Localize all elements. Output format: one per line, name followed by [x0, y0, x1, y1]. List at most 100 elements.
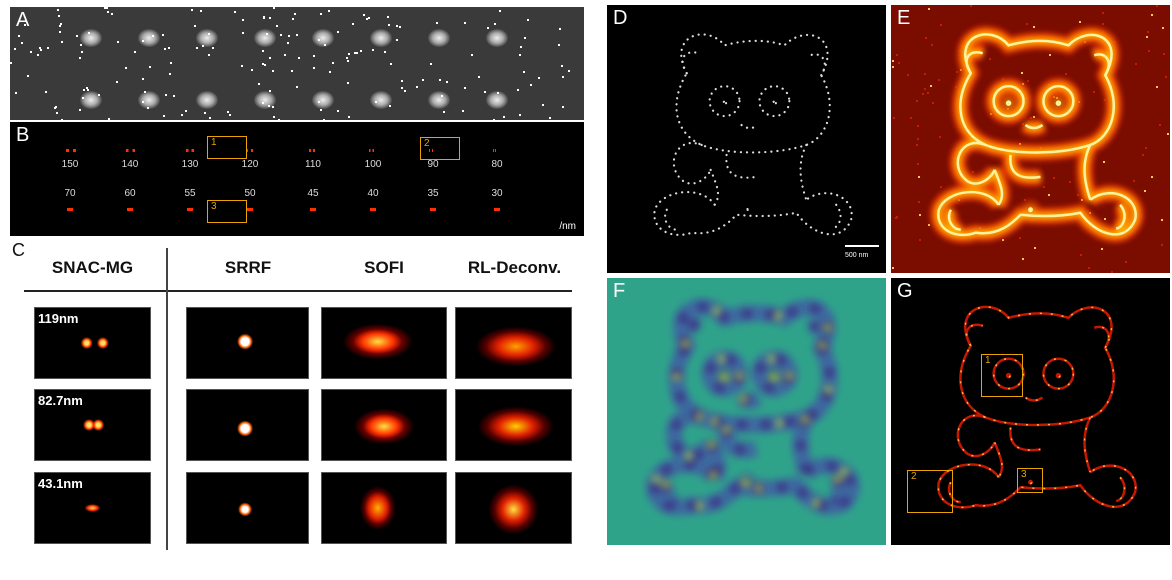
noise-pixel [918, 213, 921, 216]
noise-pixel [1080, 198, 1083, 201]
distance-label: 120 [241, 159, 259, 170]
noise-pixel [494, 23, 497, 26]
noise-pixel [1001, 239, 1004, 242]
roi-box-3: 3 [1017, 468, 1043, 493]
distance-label: 45 [307, 188, 319, 199]
noise-pixel [163, 115, 166, 118]
noise-pixel [14, 92, 17, 95]
distance-label: 40 [367, 188, 379, 199]
noise-pixel [918, 201, 921, 204]
noise-pixel [1143, 190, 1146, 193]
noise-pixel [163, 47, 166, 50]
distance-label: 110 [305, 159, 321, 170]
noise-pixel [1146, 36, 1149, 39]
column-header-sofi: SOFI [364, 258, 404, 277]
noise-pixel [152, 34, 155, 37]
noise-pixel [88, 32, 91, 35]
roi-label: 3 [1021, 469, 1027, 480]
noise-pixel [924, 88, 927, 91]
noise-pixel [1064, 73, 1067, 76]
noise-pixel [356, 52, 359, 55]
noise-pixel [906, 73, 909, 76]
noise-pixel [250, 69, 253, 72]
noise-pixel [530, 83, 533, 86]
noise-pixel [1033, 115, 1036, 118]
noise-pixel [898, 61, 901, 64]
noise-pixel [319, 109, 322, 112]
image-tile [455, 389, 572, 461]
noise-pixel [916, 137, 919, 140]
noise-pixel [336, 31, 339, 34]
noise-pixel [910, 117, 913, 120]
noise-pixel [477, 76, 480, 79]
image-tile [455, 307, 572, 379]
noise-pixel [542, 104, 544, 107]
noise-pixel [39, 48, 42, 51]
noise-pixel [21, 42, 24, 44]
noise-pixel [17, 34, 20, 37]
noise-pixel [463, 22, 466, 25]
noise-pixel [318, 38, 321, 41]
noise-pixel [59, 22, 62, 25]
noise-pixel [496, 91, 499, 94]
noise-pixel [346, 56, 349, 59]
distance-label: 80 [491, 159, 503, 170]
noise-pixel [1142, 153, 1145, 156]
noise-pixel [26, 74, 29, 77]
noise-pixel [146, 106, 149, 109]
noise-pixel [268, 56, 271, 59]
noise-pixel [932, 101, 935, 104]
noise-pixel [273, 7, 276, 10]
noise-pixel [549, 116, 552, 119]
noise-pixel [1049, 54, 1052, 57]
noise-pixel [924, 72, 927, 75]
noise-pixel [971, 171, 974, 173]
noise-pixel [181, 114, 184, 117]
noise-pixel [1025, 22, 1028, 25]
noise-pixel [1110, 270, 1113, 273]
panel-a: A [10, 7, 584, 120]
noise-pixel [916, 124, 919, 127]
noise-pixel [211, 46, 214, 49]
noise-pixel [1144, 147, 1147, 150]
distance-label: 90 [427, 159, 439, 170]
noise-pixel [1023, 199, 1026, 202]
noise-pixel [1103, 218, 1106, 221]
noise-pixel [104, 7, 107, 10]
noise-pixel [1076, 193, 1079, 196]
emitter-pair [310, 208, 316, 211]
noise-pixel [1021, 123, 1024, 126]
spot [312, 91, 334, 109]
noise-pixel [264, 64, 267, 67]
spot [254, 91, 276, 109]
panel-letter: A [16, 9, 30, 31]
noise-pixel [917, 162, 920, 165]
column-header-rl-deconv: RL-Deconv. [467, 258, 562, 277]
noise-pixel [291, 70, 294, 73]
noise-pixel [1048, 194, 1051, 197]
noise-pixel [1034, 247, 1037, 250]
noise-pixel [1147, 30, 1150, 33]
noise-pixel [86, 88, 89, 91]
emitter-pair [493, 149, 496, 152]
noise-pixel [262, 49, 265, 52]
noise-pixel [287, 41, 290, 44]
distance-label: 100 [364, 159, 382, 170]
noise-pixel [1087, 267, 1090, 270]
noise-pixel [149, 65, 152, 68]
spot [428, 29, 450, 47]
noise-pixel [275, 24, 278, 27]
noise-pixel [519, 114, 522, 117]
noise-pixel [56, 9, 59, 12]
noise-pixel [401, 86, 404, 89]
noise-pixel [44, 90, 47, 93]
noise-pixel [141, 100, 144, 103]
noise-pixel [284, 53, 287, 56]
noise-pixel [1019, 237, 1022, 239]
noise-pixel [538, 76, 541, 79]
noise-pixel [398, 26, 401, 29]
noise-pixel [324, 44, 326, 47]
roi-label: 1 [211, 137, 217, 148]
panel-f: F [607, 278, 886, 545]
roi-label: 2 [424, 138, 430, 149]
